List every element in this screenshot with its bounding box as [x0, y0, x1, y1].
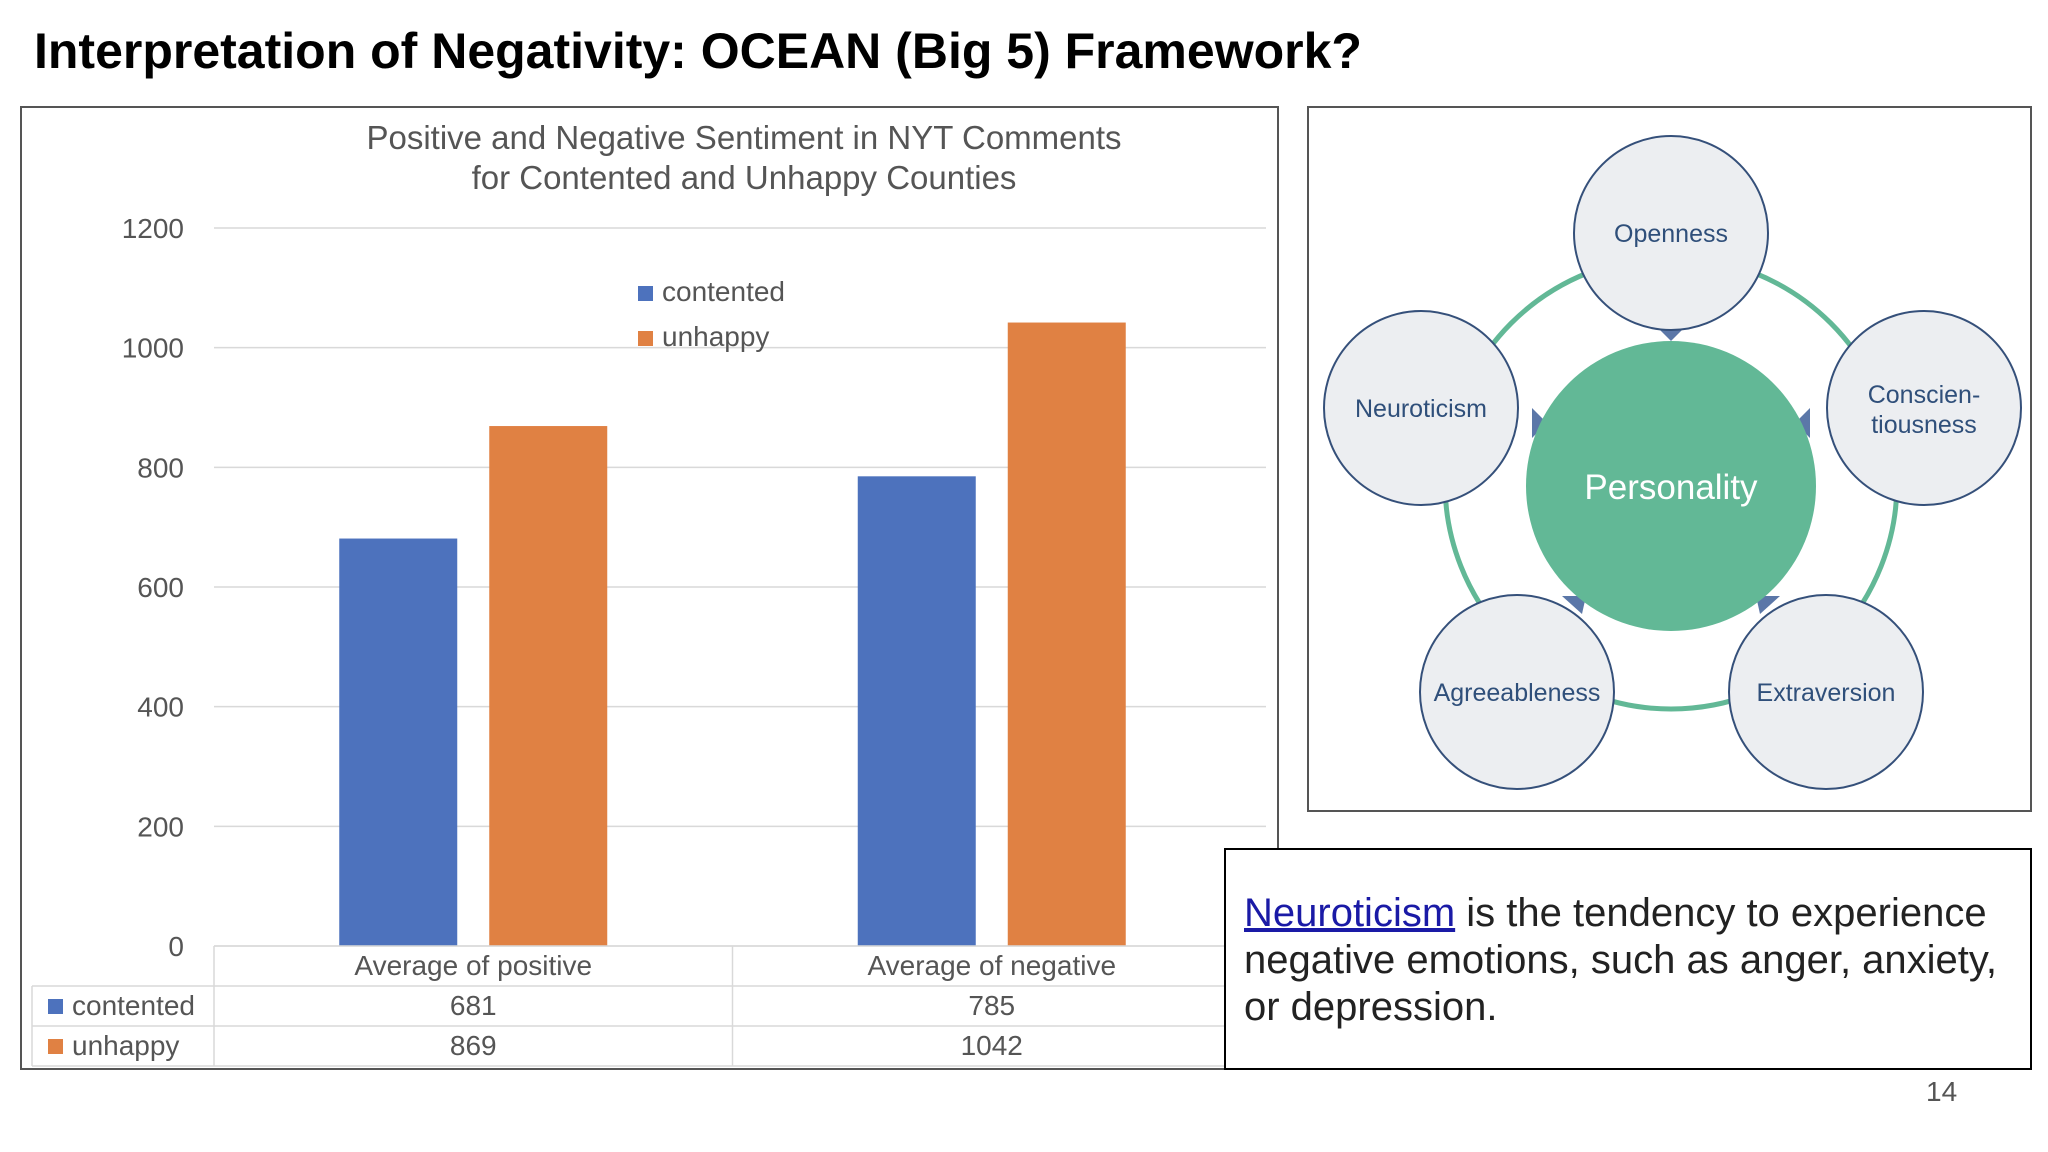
ocean-canvas: Personality Openness Conscien- tiousness…	[1323, 135, 2022, 790]
legend-label-unhappy: unhappy	[662, 321, 769, 352]
trait-label-extraversion: Extraversion	[1757, 679, 1896, 707]
category-label: Average of negative	[867, 950, 1116, 981]
bar-contented-1	[857, 476, 976, 946]
y-tick-label: 1200	[122, 213, 184, 244]
trait-label-neuroticism: Neuroticism	[1355, 395, 1487, 423]
table-swatch-contented	[48, 999, 63, 1014]
y-tick-label: 400	[137, 692, 184, 723]
pointer-agreeableness	[1562, 596, 1586, 614]
table-value-unhappy-0: 869	[450, 1030, 497, 1061]
y-tick-label: 200	[137, 811, 184, 842]
y-tick-label: 1000	[122, 333, 184, 364]
definition-text: is the tendency to experience negative e…	[1244, 891, 1998, 1029]
table-series-label-unhappy: unhappy	[72, 1030, 179, 1061]
definition-box: Neuroticism is the tendency to experienc…	[1224, 848, 2032, 1070]
trait-label-agreeableness: Agreeableness	[1434, 679, 1601, 707]
personality-label: Personality	[1584, 468, 1758, 507]
trait-circle-agreeableness	[1419, 594, 1615, 790]
table-value-unhappy-1: 1042	[961, 1030, 1023, 1061]
pointer-conscientiousness	[1795, 408, 1810, 438]
y-tick-label: 800	[137, 452, 184, 483]
legend-label-contented: contented	[662, 276, 785, 307]
bar-unhappy-0	[489, 426, 608, 946]
neuroticism-link[interactable]: Neuroticism	[1244, 891, 1456, 935]
ocean-diagram: Personality Openness Conscien- tiousness…	[1307, 106, 2032, 812]
trait-label-conscientiousness-1: Conscien-	[1868, 381, 1981, 409]
bar-contented-0	[339, 538, 458, 946]
table-series-label-contented: contented	[72, 990, 195, 1021]
pointer-extraversion	[1756, 596, 1780, 614]
chart-title-line-2: for Contented and Unhappy Counties	[472, 159, 1017, 196]
y-tick-label: 600	[137, 572, 184, 603]
trait-label-conscientiousness-2: tiousness	[1871, 411, 1977, 439]
slide-title: Interpretation of Negativity: OCEAN (Big…	[34, 23, 1362, 79]
trait-label-openness: Openness	[1614, 220, 1728, 248]
sentiment-chart: Positive and Negative Sentiment in NYT C…	[20, 106, 1279, 1070]
category-label: Average of positive	[354, 950, 592, 981]
trait-circle-conscientiousness	[1826, 310, 2022, 506]
personality-circle	[1526, 341, 1816, 631]
trait-circle-openness	[1573, 135, 1769, 331]
pointer-neuroticism	[1532, 408, 1547, 438]
page-number: 14	[1926, 1076, 1958, 1107]
chart-title-line-1: Positive and Negative Sentiment in NYT C…	[366, 119, 1121, 156]
table-swatch-unhappy	[48, 1039, 63, 1054]
table-value-contented-0: 681	[450, 990, 497, 1021]
table-value-contented-1: 785	[968, 990, 1015, 1021]
trait-circle-neuroticism	[1323, 310, 1519, 506]
legend-swatch-contented	[638, 286, 653, 301]
legend-swatch-unhappy	[638, 331, 653, 346]
bar-unhappy-1	[1007, 322, 1126, 946]
y-tick-label: 0	[168, 931, 184, 962]
chart-canvas: Positive and Negative Sentiment in NYT C…	[31, 119, 1266, 1067]
trait-circle-extraversion	[1728, 594, 1924, 790]
